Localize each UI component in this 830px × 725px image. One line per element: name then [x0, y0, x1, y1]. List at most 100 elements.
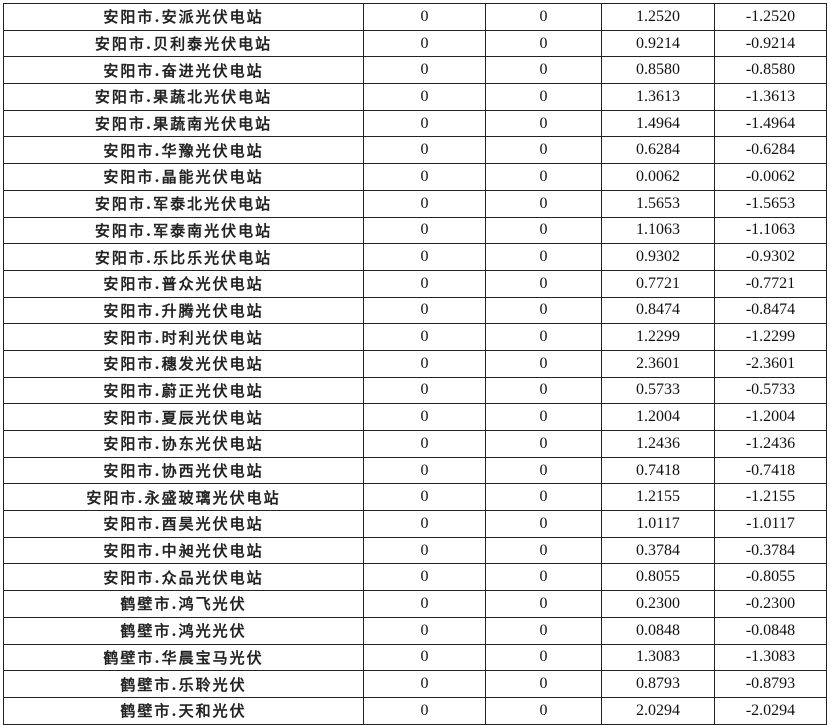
station-name-cell: 安阳市.永盛玻璃光伏电站: [3, 483, 364, 512]
table-row: 鹤壁市.乐聆光伏 0 0 0.8793 -0.8793: [3, 670, 827, 698]
table-row: 安阳市.华豫光伏电站 0 0 0.6284 -0.6284: [3, 136, 827, 165]
value-cell-3: 1.0117: [601, 510, 715, 538]
value-cell-4: -1.2299: [714, 323, 827, 351]
table-row: 安阳市.中昶光伏电站 0 0 0.3784 -0.3784: [3, 536, 827, 565]
station-name-cell: 安阳市.果蔬北光伏电站: [3, 83, 364, 111]
value-cell-1: 0: [363, 536, 486, 565]
value-cell-1: 0: [363, 563, 486, 592]
value-cell-3: 1.3083: [601, 643, 715, 672]
value-cell-2: 0: [485, 83, 602, 111]
value-cell-1: 0: [363, 670, 486, 698]
station-name-cell: 安阳市.贝利泰光伏电站: [3, 29, 364, 58]
value-cell-4: -0.9302: [714, 243, 827, 271]
value-cell-1: 0: [363, 696, 486, 725]
table-row: 安阳市.军泰南光伏电站 0 0 1.1063 -1.1063: [3, 216, 827, 245]
table-row: 安阳市.普众光伏电站 0 0 0.7721 -0.7721: [3, 269, 827, 298]
table-row: 鹤壁市.鸿飞光伏 0 0 0.2300 -0.2300: [3, 590, 827, 618]
value-cell-3: 0.9214: [601, 29, 715, 58]
value-cell-3: 0.9302: [601, 243, 715, 271]
table-row: 安阳市.果蔬南光伏电站 0 0 1.4964 -1.4964: [3, 109, 827, 138]
value-cell-3: 1.3613: [601, 83, 715, 111]
table-row: 安阳市.众品光伏电站 0 0 0.8055 -0.8055: [3, 563, 827, 592]
value-cell-3: 0.8580: [601, 56, 715, 85]
value-cell-3: 0.7418: [601, 456, 715, 485]
value-cell-2: 0: [485, 643, 602, 672]
value-cell-4: -1.3083: [714, 643, 827, 672]
value-cell-2: 0: [485, 430, 602, 458]
value-cell-3: 0.7721: [601, 269, 715, 298]
station-name-cell: 安阳市.奋进光伏电站: [3, 56, 364, 85]
value-cell-3: 1.5653: [601, 189, 715, 218]
value-cell-1: 0: [363, 643, 486, 672]
value-cell-2: 0: [485, 403, 602, 431]
value-cell-2: 0: [485, 269, 602, 298]
value-cell-2: 0: [485, 483, 602, 512]
station-name-cell: 鹤壁市.天和光伏: [3, 696, 364, 725]
value-cell-1: 0: [363, 29, 486, 58]
value-cell-1: 0: [363, 83, 486, 111]
value-cell-2: 0: [485, 243, 602, 271]
value-cell-2: 0: [485, 136, 602, 165]
value-cell-4: -0.6284: [714, 136, 827, 165]
value-cell-1: 0: [363, 590, 486, 618]
value-cell-4: -1.2520: [714, 3, 827, 31]
value-cell-1: 0: [363, 456, 486, 485]
value-cell-1: 0: [363, 3, 486, 31]
value-cell-4: -1.5653: [714, 189, 827, 218]
value-cell-2: 0: [485, 616, 602, 645]
table-row: 安阳市.安派光伏电站 0 0 1.2520 -1.2520: [3, 3, 827, 31]
value-cell-1: 0: [363, 243, 486, 271]
value-cell-2: 0: [485, 29, 602, 58]
station-name-cell: 安阳市.时利光伏电站: [3, 323, 364, 351]
value-cell-2: 0: [485, 510, 602, 538]
station-name-cell: 安阳市.军泰北光伏电站: [3, 189, 364, 218]
value-cell-4: -1.2155: [714, 483, 827, 512]
value-cell-4: -0.8055: [714, 563, 827, 592]
station-name-cell: 安阳市.穗发光伏电站: [3, 349, 364, 378]
value-cell-4: -0.7418: [714, 456, 827, 485]
value-cell-2: 0: [485, 216, 602, 245]
table-row: 安阳市.贝利泰光伏电站 0 0 0.9214 -0.9214: [3, 29, 827, 58]
value-cell-4: -1.2004: [714, 403, 827, 431]
station-name-cell: 安阳市.酉昊光伏电站: [3, 510, 364, 538]
value-cell-4: -0.0848: [714, 616, 827, 645]
table-row: 安阳市.蔚正光伏电站 0 0 0.5733 -0.5733: [3, 376, 827, 405]
value-cell-1: 0: [363, 403, 486, 431]
value-cell-1: 0: [363, 510, 486, 538]
value-cell-3: 0.0848: [601, 616, 715, 645]
station-name-cell: 安阳市.普众光伏电站: [3, 269, 364, 298]
value-cell-1: 0: [363, 349, 486, 378]
table-row: 安阳市.协东光伏电站 0 0 1.2436 -1.2436: [3, 430, 827, 458]
value-cell-2: 0: [485, 590, 602, 618]
value-cell-3: 1.2004: [601, 403, 715, 431]
value-cell-4: -0.8580: [714, 56, 827, 85]
table-body: 安阳市.安派光伏电站 0 0 1.2520 -1.2520 安阳市.贝利泰光伏电站 0 0 0.…: [3, 3, 827, 725]
value-cell-4: -0.3784: [714, 536, 827, 565]
value-cell-2: 0: [485, 323, 602, 351]
value-cell-2: 0: [485, 670, 602, 698]
value-cell-1: 0: [363, 616, 486, 645]
station-name-cell: 安阳市.协东光伏电站: [3, 430, 364, 458]
value-cell-4: -0.7721: [714, 269, 827, 298]
value-cell-3: 2.0294: [601, 696, 715, 725]
value-cell-4: -2.0294: [714, 696, 827, 725]
value-cell-1: 0: [363, 269, 486, 298]
station-name-cell: 鹤壁市.鸿光光伏: [3, 616, 364, 645]
station-name-cell: 安阳市.中昶光伏电站: [3, 536, 364, 565]
value-cell-2: 0: [485, 163, 602, 191]
value-cell-1: 0: [363, 376, 486, 405]
value-cell-2: 0: [485, 296, 602, 325]
value-cell-3: 0.8793: [601, 670, 715, 698]
station-name-cell: 安阳市.乐比乐光伏电站: [3, 243, 364, 271]
table-row: 安阳市.军泰北光伏电站 0 0 1.5653 -1.5653: [3, 189, 827, 218]
table-row: 安阳市.晶能光伏电站 0 0 0.0062 -0.0062: [3, 163, 827, 191]
station-name-cell: 鹤壁市.鸿飞光伏: [3, 590, 364, 618]
station-name-cell: 安阳市.蔚正光伏电站: [3, 376, 364, 405]
table-row: 安阳市.穗发光伏电站 0 0 2.3601 -2.3601: [3, 349, 827, 378]
value-cell-4: -1.3613: [714, 83, 827, 111]
value-cell-2: 0: [485, 536, 602, 565]
value-cell-3: 0.8055: [601, 563, 715, 592]
value-cell-1: 0: [363, 189, 486, 218]
value-cell-4: -0.2300: [714, 590, 827, 618]
value-cell-2: 0: [485, 376, 602, 405]
